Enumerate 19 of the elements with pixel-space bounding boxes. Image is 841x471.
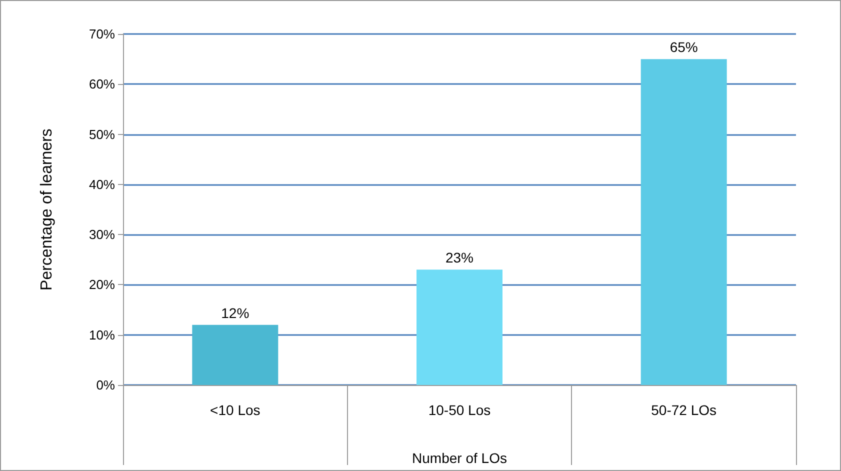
y-tick-label: 70%	[88, 26, 116, 42]
data-label: 12%	[221, 304, 250, 321]
bar	[640, 59, 727, 385]
bar	[416, 270, 502, 385]
y-tick-label: 20%	[88, 277, 116, 292]
y-tick-label: 40%	[88, 176, 116, 192]
y-tick-label: 0%	[96, 378, 116, 392]
data-label: 23%	[445, 250, 474, 266]
x-axis-title: Number of LOs	[412, 450, 507, 466]
bar	[192, 324, 278, 385]
x-tick-label: 50-72 LOs	[651, 402, 717, 418]
data-label: 65%	[670, 39, 698, 56]
y-axis-title: Percentage of learners	[38, 128, 56, 290]
y-tick-label: 10%	[88, 327, 116, 342]
y-tick-label: 50%	[88, 126, 116, 142]
y-tick-label: 60%	[88, 76, 116, 92]
x-tick-label: 10-50 Los	[428, 402, 491, 418]
x-tick-label: <10 Los	[210, 402, 260, 418]
y-tick-label: 30%	[88, 227, 116, 242]
